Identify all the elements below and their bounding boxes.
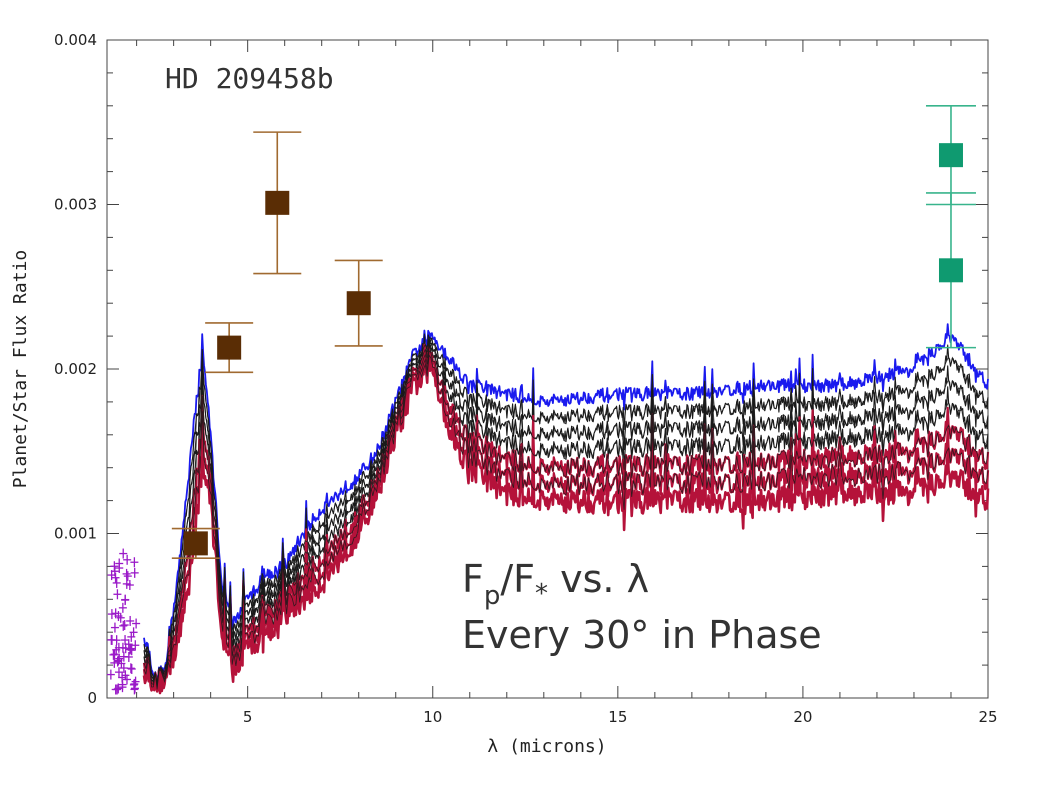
model-curve-1 [143, 323, 989, 681]
observed-points [171, 105, 976, 559]
model-inner-line-1 [143, 336, 989, 682]
green-point [938, 258, 963, 283]
model-inner-line-3 [143, 345, 989, 686]
annotation-line-2: Every 30° in Phase [462, 613, 822, 657]
y-tick-label: 0.001 [54, 525, 97, 543]
chart-title: HD 209458b [165, 62, 334, 95]
x-tick-label: 5 [243, 708, 253, 726]
brown-point [217, 335, 242, 360]
y-axis-label: Planet/Star Flux Ratio [10, 250, 31, 488]
x-axis-label: λ (microns) [487, 736, 606, 757]
purple-data [106, 548, 141, 695]
annotation-line-1: Fp/F* vs. λ [462, 557, 649, 611]
x-tick-label: 15 [608, 708, 627, 726]
x-tick-label: 20 [793, 708, 812, 726]
annotation-sub-p: p [484, 581, 501, 611]
model-curve-7 [142, 350, 990, 695]
annotation-F: F [462, 557, 484, 601]
brown-point [346, 291, 371, 316]
annotation-vs-lambda: vs. λ [548, 557, 649, 601]
x-tick-label: 25 [978, 708, 997, 726]
y-tick-label: 0.002 [54, 360, 97, 378]
annotation-slash-F: /F [500, 557, 535, 601]
y-tick-label: 0.004 [54, 31, 97, 49]
annotation-sub-star: * [535, 579, 548, 609]
model-curves [142, 323, 990, 695]
brown-point [183, 531, 208, 556]
green-point [938, 143, 963, 168]
model-inner-line-5 [143, 354, 989, 690]
brown-point [265, 190, 290, 215]
y-tick-label: 0 [87, 689, 97, 707]
x-tick-label: 10 [423, 708, 442, 726]
model-inner-line-2 [143, 340, 989, 684]
y-tick-label: 0.003 [54, 196, 97, 214]
